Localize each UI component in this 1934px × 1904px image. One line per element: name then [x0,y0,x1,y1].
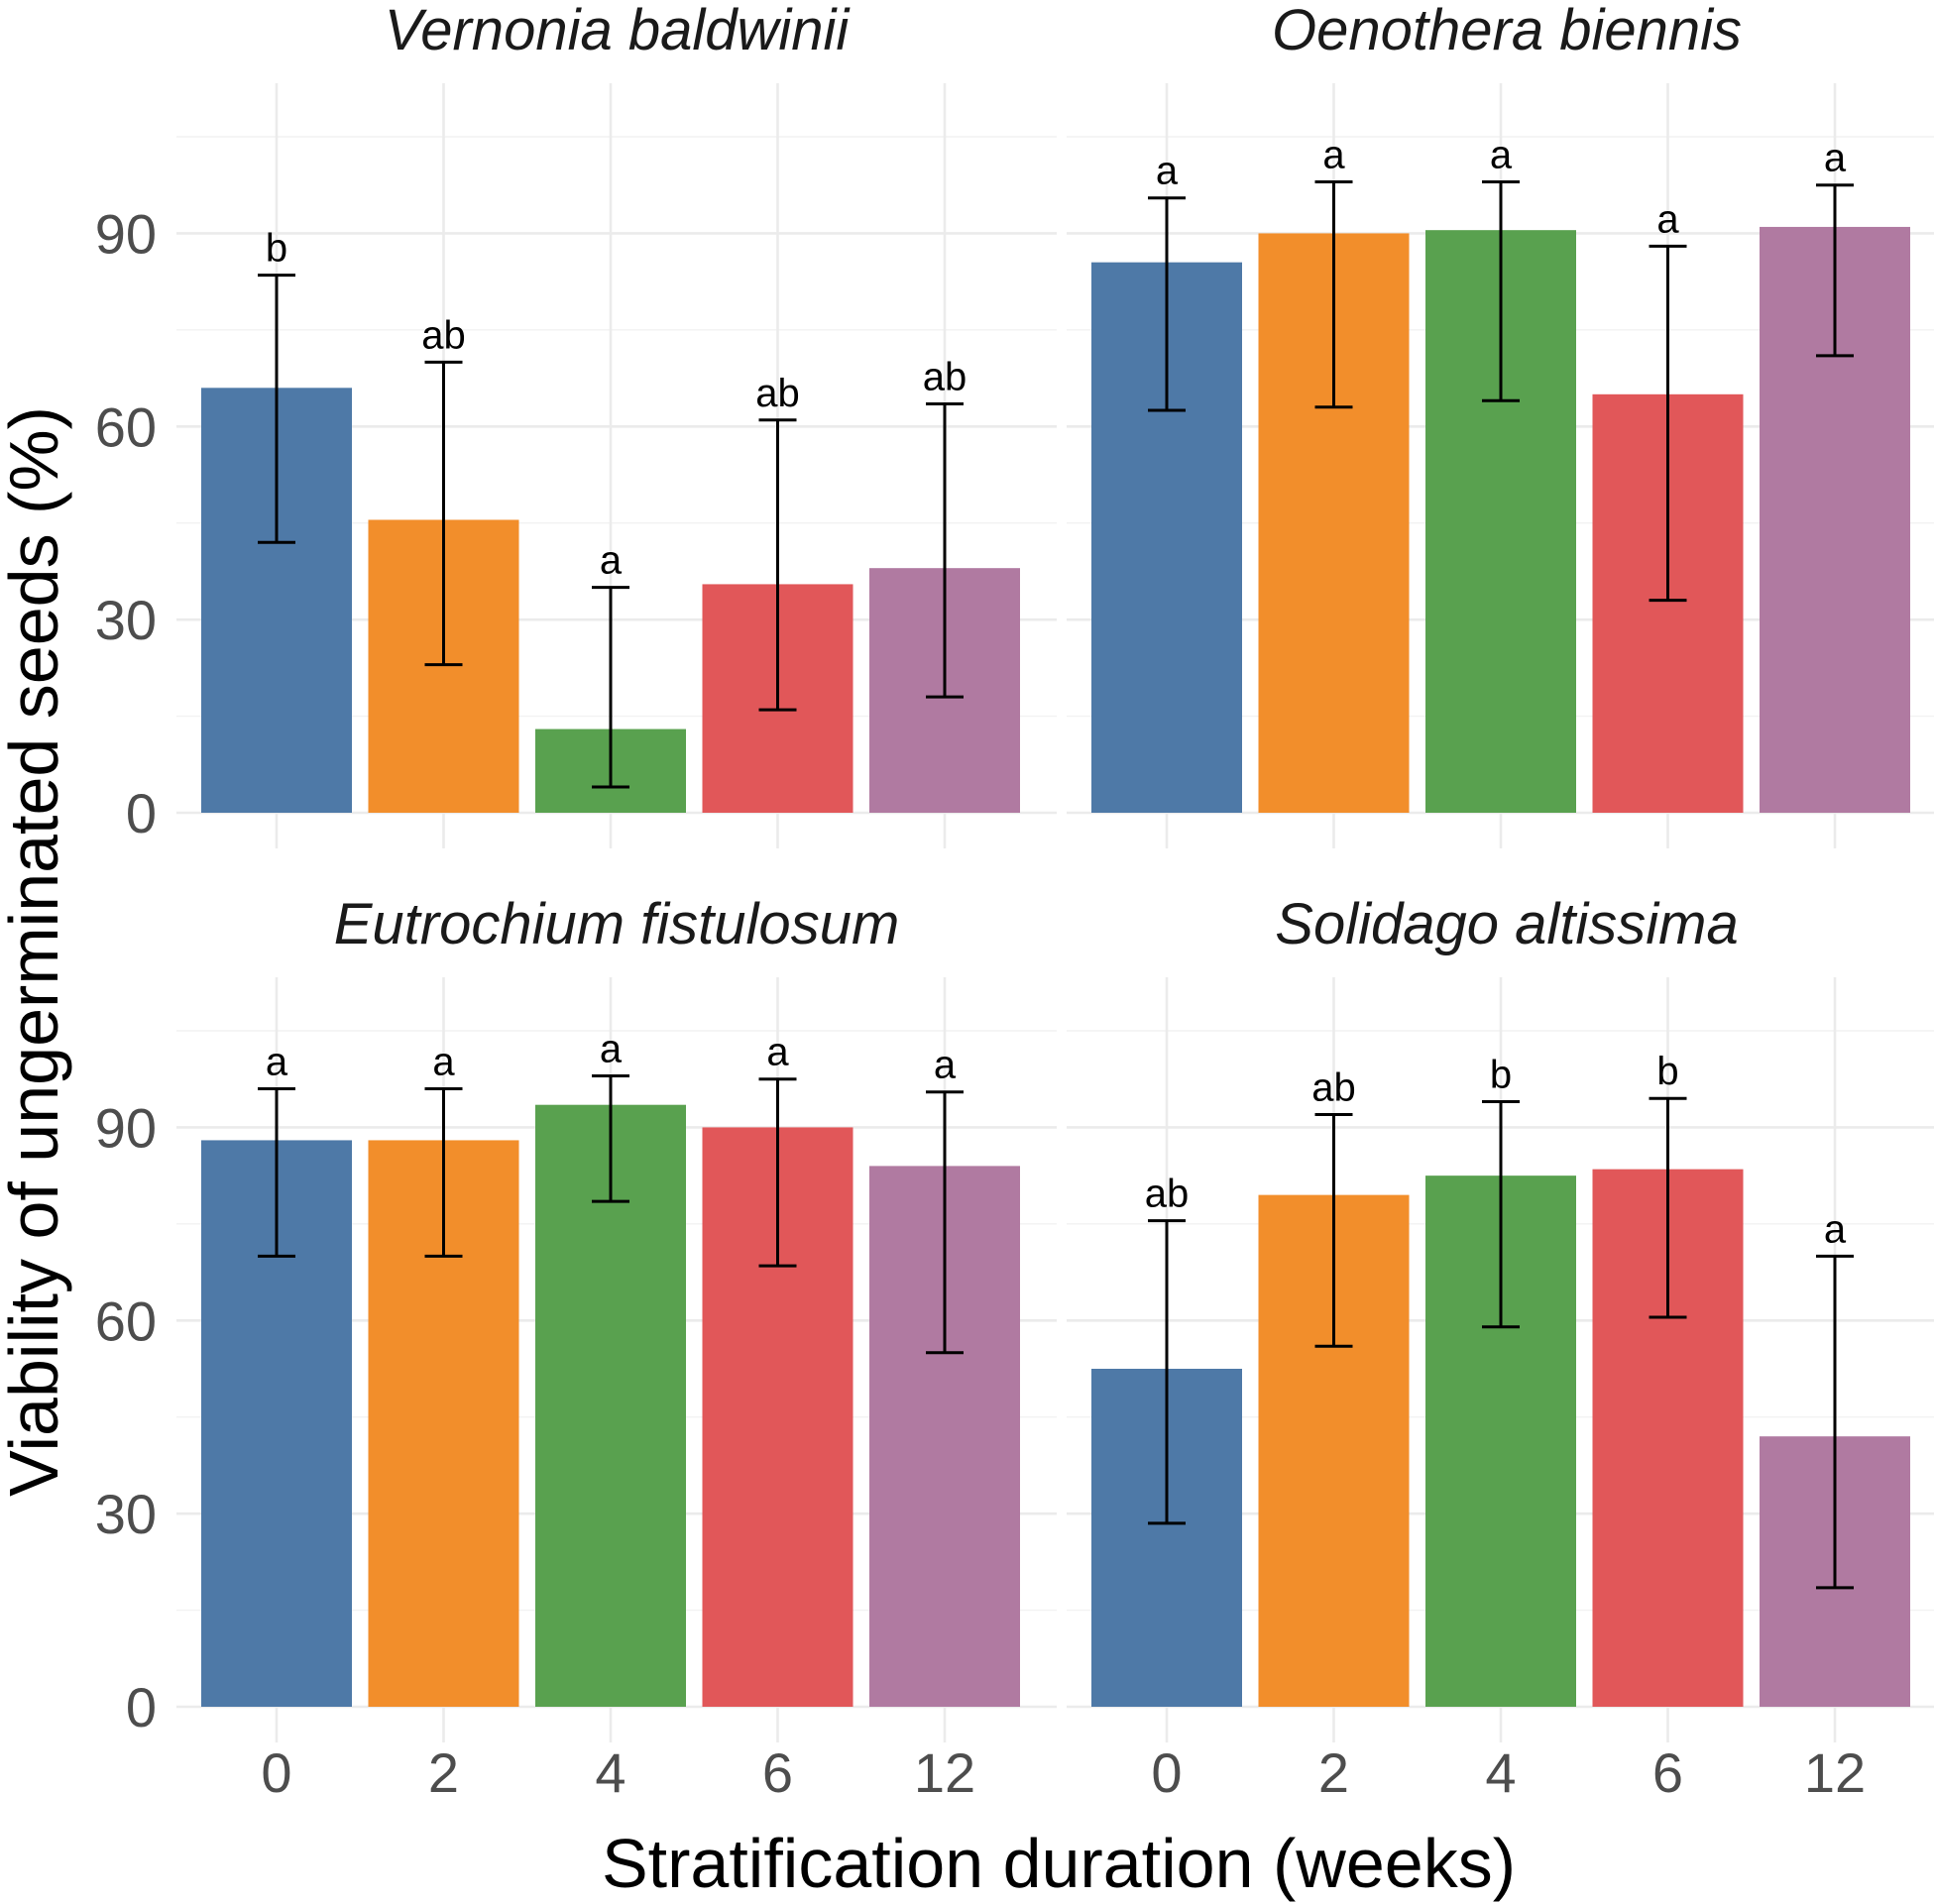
significance-letter: a [1656,197,1679,241]
x-tick-label: 2 [428,1741,459,1804]
significance-letter: ab [1311,1065,1356,1109]
x-tick-label: 0 [1151,1741,1182,1804]
significance-letter: a [600,539,623,583]
significance-letter: a [1824,137,1847,180]
y-tick-label: 0 [126,782,157,844]
y-tick-label: 30 [95,1483,157,1545]
panel-1: Vernonia baldwinii 0 30 60 90 b ab a ab ab [95,0,1057,848]
bar [535,1104,686,1707]
significance-letter: a [266,1040,288,1083]
significance-letter: ab [421,313,466,357]
x-axis-title: Stratification duration (weeks) [602,1825,1516,1902]
x-tick-label: 4 [1485,1741,1516,1804]
y-tick-label: 90 [95,1096,157,1159]
x-tick-label: 6 [1652,1741,1683,1804]
significance-letter: ab [1145,1173,1190,1216]
x-tick-label: 12 [1804,1741,1866,1804]
significance-letter: a [1824,1207,1847,1251]
y-tick-label: 0 [126,1676,157,1738]
x-tick-label: 4 [595,1741,626,1804]
x-tick-label: 12 [914,1741,975,1804]
significance-letter: a [934,1044,957,1087]
significance-letter: a [766,1031,789,1074]
x-tick-label: 6 [762,1741,793,1804]
y-tick-label: 90 [95,202,157,265]
x-tick-label: 0 [261,1741,291,1804]
significance-letter: a [1156,150,1179,193]
y-tick-label: 30 [95,589,157,651]
y-tick-label: 60 [95,395,157,458]
panel-4: Solidago altissima ab 0 ab 2 b 4 b 6 a 12 [1067,892,1934,1804]
y-axis-title: Viability of ungerminated seeds (%) [0,406,72,1497]
panel-title: Solidago altissima [1275,892,1738,956]
significance-letter: a [432,1040,455,1083]
significance-letter: ab [923,356,967,399]
panel-title: Eutrochium fistulosum [334,892,900,956]
panel-title: Oenothera biennis [1272,0,1742,62]
significance-letter: b [1656,1050,1678,1093]
significance-letter: a [1322,133,1345,176]
significance-letter: a [1490,133,1513,176]
significance-letter: ab [755,372,800,415]
significance-letter: b [1490,1053,1512,1096]
y-tick-label: 60 [95,1289,157,1352]
panel-2: Oenothera biennis a a a a a [1067,0,1934,848]
x-tick-label: 2 [1318,1741,1349,1804]
panel-3: Eutrochium fistulosum 0 30 60 90 a 0 a 2 a 4 a 6 a 12 [95,892,1057,1804]
significance-letter: a [600,1027,623,1070]
significance-letter: b [266,227,287,271]
panel-title: Vernonia baldwinii [385,0,852,62]
